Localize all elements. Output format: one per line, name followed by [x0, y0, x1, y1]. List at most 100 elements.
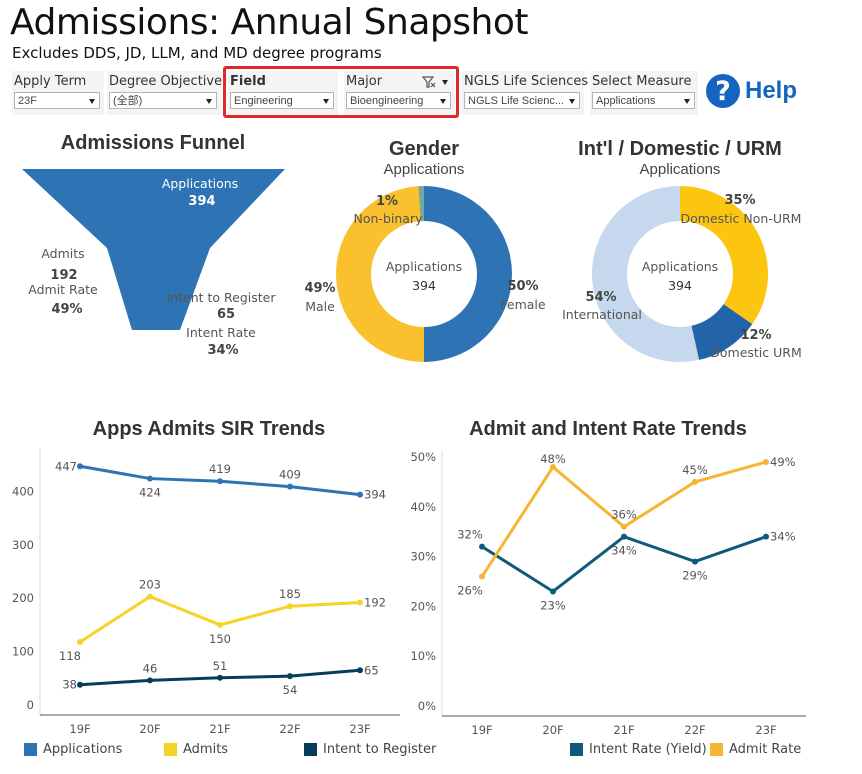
x-tick-label: 19F [471, 723, 492, 737]
funnel-intent-label: Intent to Register [167, 290, 277, 305]
legend-admit-rate[interactable]: Admit Rate [710, 742, 801, 757]
data-label: 419 [209, 462, 231, 476]
chevron-down-icon[interactable] [442, 80, 448, 85]
gender-subtitle: Applications [383, 161, 465, 178]
data-point[interactable] [77, 638, 83, 645]
data-label: 46 [143, 661, 158, 675]
data-point[interactable] [357, 491, 363, 498]
data-label: 32% [457, 528, 483, 542]
data-label: 65 [364, 663, 379, 677]
data-label: 34% [770, 530, 796, 544]
funnel-admit-rate-label: Admit Rate [28, 282, 98, 297]
filter-major: Major Bioengineering [344, 71, 455, 115]
filter-apply-term: Apply Term 23F [12, 71, 104, 115]
data-point[interactable] [550, 588, 556, 595]
legend-intent-rate[interactable]: Intent Rate (Yield) [570, 742, 707, 757]
female-label: Female [500, 297, 546, 312]
ngls-select[interactable]: NGLS Life Scienc... [464, 92, 580, 109]
select-value: 23F [18, 95, 37, 107]
legend-label: Admit Rate [729, 742, 802, 757]
legend-label: Applications [43, 742, 123, 757]
measure-select[interactable]: Applications [592, 92, 695, 109]
filter-select-measure: Select Measure Applications [590, 71, 698, 115]
data-point[interactable] [147, 475, 153, 482]
legend-applications[interactable]: Applications [24, 742, 122, 757]
clear-filter-icon[interactable] [422, 76, 436, 88]
data-point[interactable] [287, 603, 293, 610]
legend-label: Admits [183, 742, 229, 757]
data-label: 23% [540, 598, 566, 612]
urm-center-label: Applications [642, 259, 718, 274]
data-point[interactable] [217, 674, 223, 681]
data-point[interactable] [357, 667, 363, 674]
legend-label: Intent Rate (Yield) [589, 742, 707, 757]
chevron-down-icon [684, 99, 690, 104]
field-select[interactable]: Engineering [230, 92, 334, 109]
data-label: 48% [540, 452, 566, 466]
data-point[interactable] [77, 463, 83, 470]
legend-admits[interactable]: Admits [164, 742, 228, 757]
funnel-title: Admissions Funnel [60, 132, 246, 154]
y-tick-label: 40% [410, 500, 436, 514]
data-point[interactable] [147, 593, 153, 600]
legend-intent-to-register[interactable]: Intent to Register [304, 742, 436, 757]
data-label: 49% [770, 455, 796, 469]
data-label: 150 [209, 632, 231, 646]
data-label: 394 [364, 488, 386, 502]
data-point[interactable] [287, 483, 293, 490]
page-subtitle: Excludes DDS, JD, LLM, and MD degree pro… [12, 44, 382, 62]
data-label: 185 [279, 587, 301, 601]
data-label: 26% [457, 584, 483, 598]
chevron-down-icon [89, 99, 95, 104]
x-tick-label: 20F [542, 723, 563, 737]
data-point[interactable] [217, 621, 223, 628]
chevron-down-icon [440, 99, 446, 104]
data-point[interactable] [550, 463, 556, 470]
data-point[interactable] [763, 458, 769, 465]
data-point[interactable] [763, 533, 769, 540]
data-point[interactable] [147, 677, 153, 684]
funnel-applications-value: 394 [188, 194, 215, 209]
rate-trends-title: Admit and Intent Rate Trends [469, 418, 747, 440]
degree-objective-select[interactable]: (全部) [109, 92, 217, 109]
data-label: 34% [611, 544, 637, 558]
data-label: 424 [139, 486, 161, 500]
filter-label: Major [346, 74, 383, 89]
data-point[interactable] [621, 523, 627, 530]
data-point[interactable] [287, 673, 293, 680]
funnel-intent-rate-value: 34% [207, 343, 238, 358]
major-select[interactable]: Bioengineering [346, 92, 451, 109]
help-button[interactable]: ? Help [706, 74, 797, 108]
filter-label: Field [230, 74, 266, 89]
male-label: Male [305, 299, 335, 314]
y-tick-label: 0 [27, 698, 34, 712]
x-tick-label: 22F [684, 723, 705, 737]
data-point[interactable] [692, 558, 698, 565]
data-point[interactable] [692, 478, 698, 485]
data-label: 118 [59, 649, 81, 663]
data-point[interactable] [77, 681, 83, 688]
data-label: 409 [279, 468, 301, 482]
y-tick-label: 50% [410, 450, 436, 464]
international-pct: 54% [585, 290, 616, 305]
funnel-chart: Applications 394 Admits 192 Admit Rate 4… [22, 169, 285, 358]
apply-term-select[interactable]: 23F [14, 92, 100, 109]
x-tick-label: 23F [349, 722, 370, 736]
x-tick-label: 20F [139, 722, 160, 736]
domestic-urm-label: Domestic URM [710, 345, 802, 360]
x-tick-label: 22F [279, 722, 300, 736]
funnel-shape[interactable] [22, 169, 285, 330]
select-value: (全部) [113, 95, 143, 107]
filter-label: Apply Term [14, 74, 87, 89]
data-point[interactable] [357, 599, 363, 606]
apps-admits-sir-chart: 0 100 200 300 400 19F 20F 21F 22F 23F 447 424 419 409… [12, 448, 400, 736]
y-tick-label: 20% [410, 599, 436, 613]
chevron-down-icon [323, 99, 329, 104]
data-point[interactable] [479, 543, 485, 550]
data-point[interactable] [479, 573, 485, 580]
data-point[interactable] [621, 533, 627, 540]
y-tick-label: 100 [12, 645, 34, 659]
gender-center-value: 394 [412, 278, 436, 293]
data-point[interactable] [217, 478, 223, 485]
data-label: 38 [62, 678, 77, 692]
